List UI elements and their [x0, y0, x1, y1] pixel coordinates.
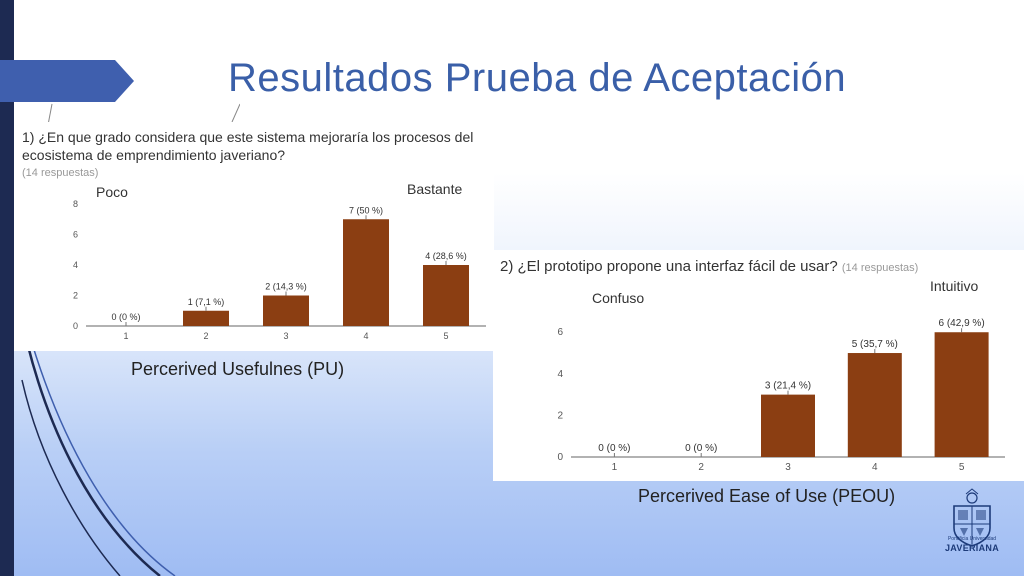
- x-tick-label: 5: [959, 462, 965, 473]
- x-tick-label: 5: [443, 331, 448, 341]
- title-arrow-shape: [0, 60, 134, 102]
- x-tick-label: 1: [612, 462, 618, 473]
- x-tick-label: 2: [203, 331, 208, 341]
- university-crest-logo: [953, 488, 991, 547]
- data-label: 5 (35,7 %): [852, 339, 898, 350]
- x-tick-label: 4: [872, 462, 878, 473]
- question-2: 2) ¿El prototipo propone una interfaz fá…: [500, 258, 918, 277]
- bar-chart-ease-of-use: 0 2 4 6 0 (0 %) 1 0 (0 %) 2 3 (21,4 %) 3 5 (35,7 %…: [557, 318, 1005, 473]
- y-tick-label: 2: [73, 291, 78, 301]
- y-tick-label: 4: [557, 369, 563, 380]
- data-label: 6 (42,9 %): [939, 318, 985, 329]
- y-tick-label: 0: [557, 452, 563, 463]
- logo-text-line-2: JAVERIANA: [944, 543, 1000, 553]
- question-1-line-2: ecosistema de emprendimiento javeriano?: [22, 147, 286, 163]
- y-tick-label: 6: [73, 230, 78, 240]
- question-1-line-1: 1) ¿En que grado considera que este sist…: [22, 129, 474, 145]
- data-label: 7 (50 %): [349, 205, 383, 215]
- high-label-2: Intuitivo: [930, 278, 979, 294]
- x-tick-label: 1: [123, 331, 128, 341]
- caption-usefulness: Percerived Usefulnes (PU): [131, 359, 345, 379]
- data-label: 0 (0 %): [685, 443, 717, 454]
- question-1: 1) ¿En que grado considera que este sist…: [22, 128, 492, 182]
- bar: [934, 332, 989, 457]
- high-label-1: Bastante: [407, 181, 463, 197]
- x-tick-label: 2: [698, 462, 704, 473]
- data-label: 0 (0 %): [111, 312, 140, 322]
- logo-text-line-1: Pontificia Universidad: [947, 536, 997, 542]
- caption-ease-of-use: Percerived Ease of Use (PEOU): [638, 486, 896, 506]
- bar: [847, 353, 902, 457]
- data-label: 0 (0 %): [598, 443, 630, 454]
- data-label: 4 (28,6 %): [425, 251, 467, 261]
- bar: [423, 265, 469, 326]
- left-accent-bar: [0, 0, 14, 576]
- x-tick-label: 3: [283, 331, 288, 341]
- data-label: 1 (7,1 %): [188, 297, 225, 307]
- bar: [343, 219, 389, 326]
- chart-panel-usefulness: 1) ¿En que grado considera que este sist…: [14, 122, 494, 351]
- x-tick-label: 4: [363, 331, 368, 341]
- x-tick-label: 3: [785, 462, 791, 473]
- bar: [183, 310, 229, 326]
- question-2-text: 2) ¿El prototipo propone una interfaz fá…: [500, 258, 838, 275]
- y-tick-label: 4: [73, 260, 78, 270]
- data-label: 2 (14,3 %): [265, 282, 307, 292]
- y-tick-label: 0: [73, 321, 78, 331]
- bar-chart-usefulness: 0 2 4 6 8 0 (0 %) 1 1 (7,1 %) 2 2 (14,3 %) 3 7 (50 …: [73, 199, 486, 341]
- chart-panel-ease-of-use: 2) ¿El prototipo propone una interfaz fá…: [493, 250, 1024, 481]
- responses-count-2: (14 respuestas): [841, 262, 919, 274]
- y-tick-label: 2: [557, 410, 563, 421]
- slide-title: Resultados Prueba de Aceptación: [228, 56, 847, 100]
- low-label-1: Poco: [96, 184, 128, 200]
- y-tick-label: 6: [557, 327, 563, 338]
- y-tick-label: 8: [73, 199, 78, 209]
- bar: [263, 295, 309, 326]
- low-label-2: Confuso: [592, 290, 645, 306]
- responses-count-1: (14 respuestas): [22, 167, 99, 179]
- data-label: 3 (21,4 %): [765, 381, 811, 392]
- bar: [761, 394, 815, 457]
